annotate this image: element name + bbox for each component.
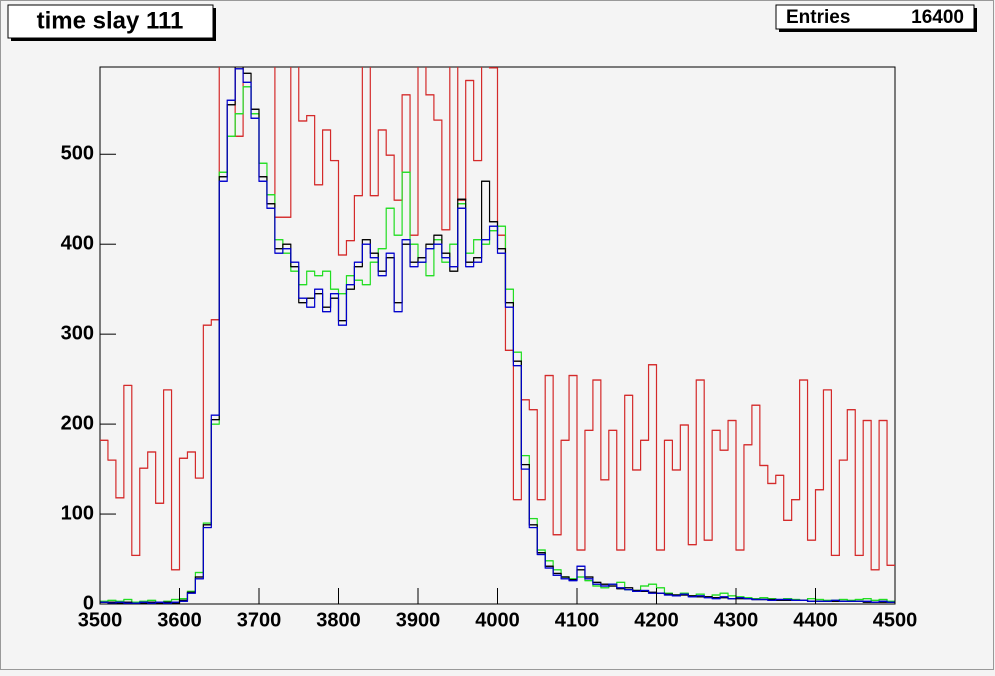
y-tick-label: 100 — [61, 502, 94, 524]
stats-box — [775, 4, 975, 30]
x-tick-label: 3800 — [316, 609, 361, 631]
x-tick-label: 4000 — [475, 609, 520, 631]
x-tick-label: 3700 — [237, 609, 282, 631]
stats-value: 16400 — [911, 7, 964, 28]
y-tick-label: 500 — [61, 143, 94, 165]
x-tick-label: 3900 — [396, 609, 441, 631]
chart-title: time slay 111 — [37, 7, 184, 34]
x-tick-label: 4400 — [793, 609, 838, 631]
x-tick-label: 3600 — [157, 609, 202, 631]
plot-area — [100, 67, 895, 604]
y-tick-label: 200 — [61, 412, 94, 434]
x-tick-label: 3500 — [78, 609, 123, 631]
x-tick-label: 4500 — [873, 609, 918, 631]
x-tick-label: 4200 — [634, 609, 679, 631]
y-tick-label: 0 — [83, 592, 94, 614]
x-tick-label: 4300 — [714, 609, 759, 631]
y-tick-label: 400 — [61, 232, 94, 254]
stats-label: Entries — [786, 7, 850, 28]
title-box — [7, 4, 214, 39]
x-tick-label: 4100 — [555, 609, 600, 631]
y-tick-label: 300 — [61, 322, 94, 344]
